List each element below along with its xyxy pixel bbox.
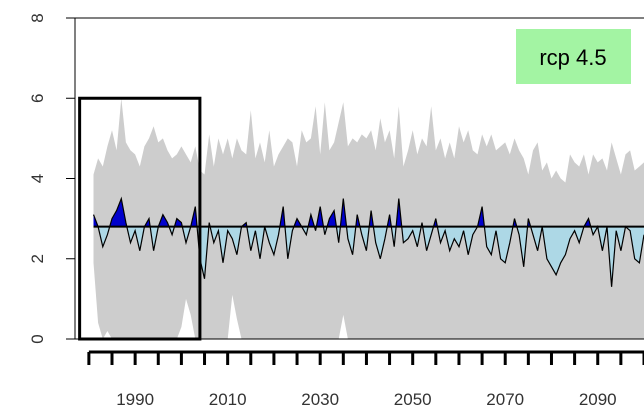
x-tick-label: 2070 [486, 390, 524, 409]
y-tick-label: 4 [28, 174, 47, 183]
y-tick-label: 0 [28, 334, 47, 343]
annotation-label: rcp 4.5 [539, 45, 606, 70]
rcp-annotation: rcp 4.5 [516, 29, 631, 84]
reference-period-box [78, 96, 202, 341]
y-tick-label: 2 [28, 254, 47, 263]
x-axis: 1990 2010 2030 2050 2070 2090 [87, 350, 644, 409]
series-line [92, 196, 644, 287]
x-tick-label: 2030 [301, 390, 339, 409]
y-axis: 0 2 4 6 8 [28, 13, 75, 344]
ensemble-envelope [93, 98, 644, 339]
y-tick-label: 8 [28, 13, 47, 22]
x-tick-label: 2050 [394, 390, 432, 409]
x-tick-label: 2090 [579, 390, 617, 409]
x-tick-label: 1990 [116, 390, 154, 409]
y-tick-label: 6 [28, 94, 47, 103]
x-tick-label: 2010 [209, 390, 247, 409]
below-baseline-fill [93, 226, 644, 287]
